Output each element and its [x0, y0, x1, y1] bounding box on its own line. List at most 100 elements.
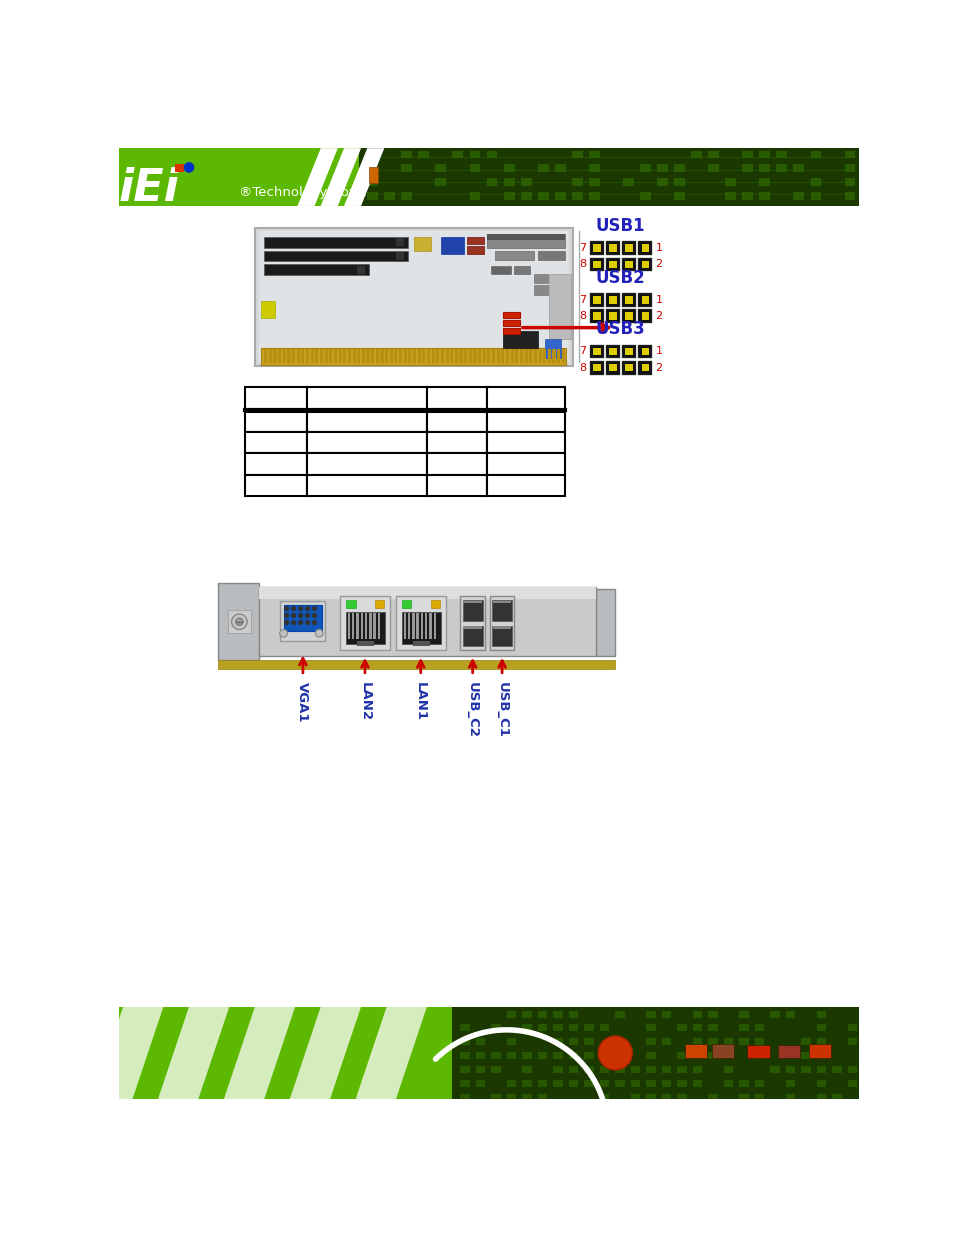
Bar	[245, 387, 307, 410]
Bar	[568, 1079, 578, 1087]
Polygon shape	[27, 1007, 97, 1099]
Bar	[361, 350, 365, 363]
Bar	[261, 347, 566, 364]
Text: USB_C1: USB_C1	[495, 682, 508, 737]
Circle shape	[298, 606, 302, 610]
Bar	[491, 1025, 500, 1031]
Bar	[661, 1010, 670, 1018]
Bar	[280, 601, 325, 641]
Bar	[568, 1052, 578, 1060]
Bar	[677, 1094, 686, 1100]
Bar	[831, 1066, 841, 1073]
Bar	[641, 261, 649, 268]
Bar	[319, 350, 323, 363]
Bar	[491, 1094, 500, 1100]
Bar	[542, 350, 546, 363]
Bar	[418, 151, 429, 158]
Bar	[793, 193, 803, 200]
Bar	[417, 350, 420, 363]
Bar	[723, 1066, 732, 1073]
Bar	[506, 1039, 516, 1045]
Bar	[537, 1052, 546, 1060]
Bar	[605, 361, 619, 374]
Bar	[621, 258, 636, 272]
Bar	[521, 1025, 531, 1031]
Bar	[568, 1010, 578, 1018]
Bar	[486, 151, 497, 158]
Bar	[537, 350, 541, 363]
Text: 2: 2	[655, 311, 662, 321]
Bar	[759, 193, 769, 200]
Text: USB1: USB1	[595, 217, 644, 235]
Bar	[785, 1079, 794, 1087]
Bar	[356, 641, 374, 646]
Bar	[468, 350, 472, 363]
Text: 8: 8	[578, 259, 586, 269]
Bar	[589, 361, 603, 374]
Circle shape	[184, 163, 193, 172]
Bar	[645, 1025, 655, 1031]
Bar	[605, 241, 619, 256]
Bar	[506, 1052, 516, 1060]
Bar	[315, 350, 318, 363]
Bar	[366, 350, 369, 363]
Bar	[338, 350, 341, 363]
Bar	[571, 193, 582, 200]
Bar	[754, 1039, 763, 1045]
Circle shape	[305, 621, 309, 625]
Bar	[674, 164, 684, 172]
Bar	[741, 164, 753, 172]
Text: 7: 7	[578, 295, 586, 305]
Bar	[436, 350, 439, 363]
Bar	[440, 237, 464, 253]
Bar	[589, 258, 603, 272]
Bar	[427, 474, 487, 496]
Bar	[801, 1066, 810, 1073]
Bar	[534, 350, 537, 363]
Bar	[816, 1039, 825, 1045]
Bar	[645, 1079, 655, 1087]
Bar	[657, 164, 667, 172]
Bar	[692, 1010, 701, 1018]
Bar	[487, 350, 490, 363]
Bar	[816, 1025, 825, 1031]
Circle shape	[315, 630, 323, 637]
Bar	[519, 350, 522, 363]
Bar	[245, 453, 307, 474]
Circle shape	[305, 614, 309, 618]
Bar	[810, 193, 821, 200]
Text: 1: 1	[655, 243, 661, 253]
Bar	[521, 1094, 531, 1100]
Bar	[843, 178, 855, 186]
Circle shape	[598, 1036, 632, 1070]
Bar	[506, 1094, 516, 1100]
Bar	[306, 350, 309, 363]
Bar	[583, 1025, 593, 1031]
Bar	[324, 350, 328, 363]
Bar	[408, 350, 411, 363]
Bar	[754, 1094, 763, 1100]
Bar	[427, 431, 487, 453]
Bar	[402, 600, 411, 608]
Bar	[801, 1039, 810, 1045]
Bar	[534, 274, 547, 283]
Bar	[592, 364, 599, 372]
Bar	[724, 178, 736, 186]
Bar	[459, 1039, 469, 1045]
Bar	[459, 1094, 469, 1100]
Bar	[390, 350, 393, 363]
Bar	[486, 178, 497, 186]
Bar	[329, 350, 332, 363]
Bar	[429, 614, 431, 640]
Bar	[769, 1066, 779, 1073]
Bar	[174, 163, 183, 172]
Polygon shape	[224, 1007, 294, 1099]
Bar	[521, 1079, 531, 1087]
Bar	[596, 589, 615, 656]
Bar	[645, 1010, 655, 1018]
Bar	[469, 164, 480, 172]
Bar	[463, 601, 481, 603]
Polygon shape	[320, 148, 360, 206]
Bar	[624, 347, 633, 356]
Bar	[537, 251, 564, 259]
